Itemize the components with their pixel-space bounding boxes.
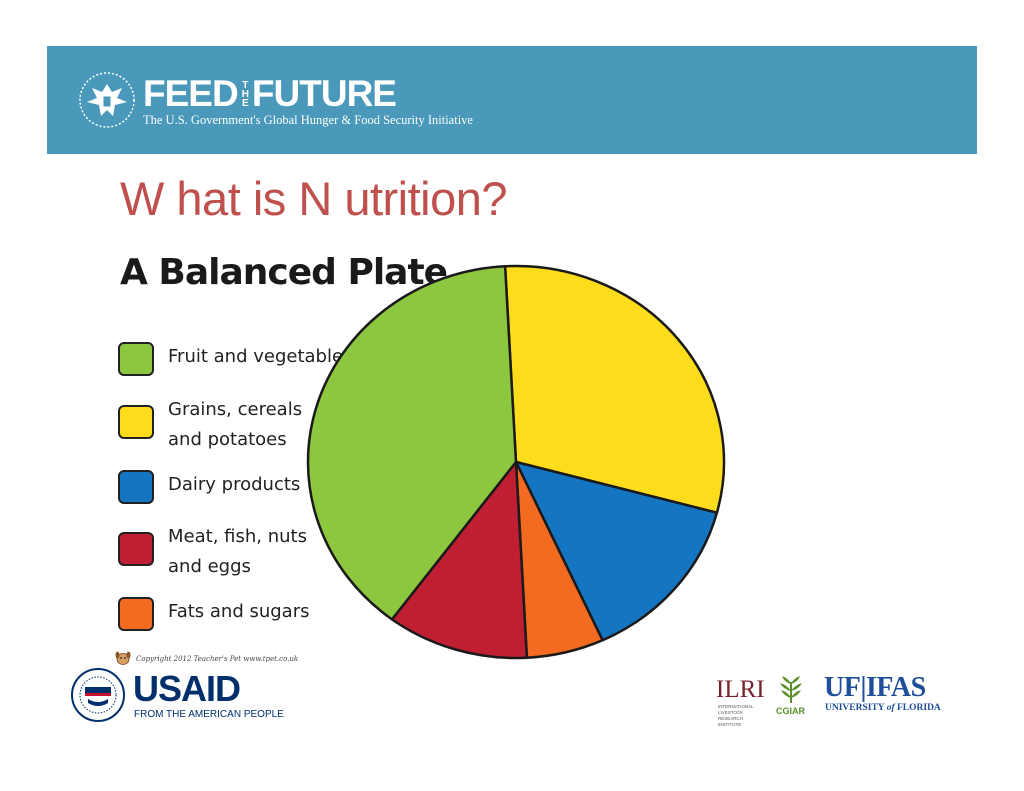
page-title: W hat is N utrition? xyxy=(120,172,508,225)
pie-slice xyxy=(514,460,719,642)
ilri-subtitle: INTERNATIONAL LIVESTOCK RESEARCH INSTITU… xyxy=(718,704,754,727)
copyright-text: Copyright 2012 Teacher's Pet www.tpet.co… xyxy=(136,655,299,663)
ufifas-subtitle: UNIVERSITY of FLORIDA xyxy=(825,703,941,713)
pie-slice xyxy=(390,460,529,660)
logo-feed: FEED xyxy=(143,73,239,114)
feed-the-future-logo: FEED T H E FUTURE xyxy=(143,73,397,114)
legend-swatch xyxy=(118,470,154,504)
legend-label: Fruit and vegetables xyxy=(168,346,353,367)
pie-chart xyxy=(306,264,726,660)
eagle-seal-icon xyxy=(79,72,135,128)
usaid-tagline: FROM THE AMERICAN PEOPLE xyxy=(134,709,284,720)
legend-label: Dairy products xyxy=(168,474,301,495)
ufifas-logo-text: UF|IFAS xyxy=(824,672,926,703)
logo-future: FUTURE xyxy=(251,73,397,114)
usaid-seal-icon xyxy=(71,668,125,722)
logo-the: T H E xyxy=(241,79,249,109)
legend-swatch xyxy=(118,342,154,376)
legend-label: Meat, fish, nuts and eggs xyxy=(168,526,307,577)
chart-title: A Balanced Plate xyxy=(120,252,448,293)
legend-swatch xyxy=(118,405,154,439)
legend-swatch xyxy=(118,597,154,631)
pie-slice xyxy=(306,265,518,621)
legend-swatch xyxy=(118,532,154,566)
header-banner xyxy=(47,46,977,154)
legend-label: Fats and sugars xyxy=(168,601,310,622)
dog-mascot-icon xyxy=(115,651,131,665)
legend-label: Grains, cereals and potatoes xyxy=(168,399,303,450)
logo-tagline: The U.S. Government's Global Hunger & Fo… xyxy=(143,113,473,127)
pie-slice xyxy=(503,264,726,514)
usaid-logo-text: USAID xyxy=(133,668,241,709)
cgiar-wheat-icon xyxy=(780,676,802,703)
cgiar-logo-text: CGIAR xyxy=(776,706,805,716)
ilri-logo-text: ILRI xyxy=(716,676,765,703)
